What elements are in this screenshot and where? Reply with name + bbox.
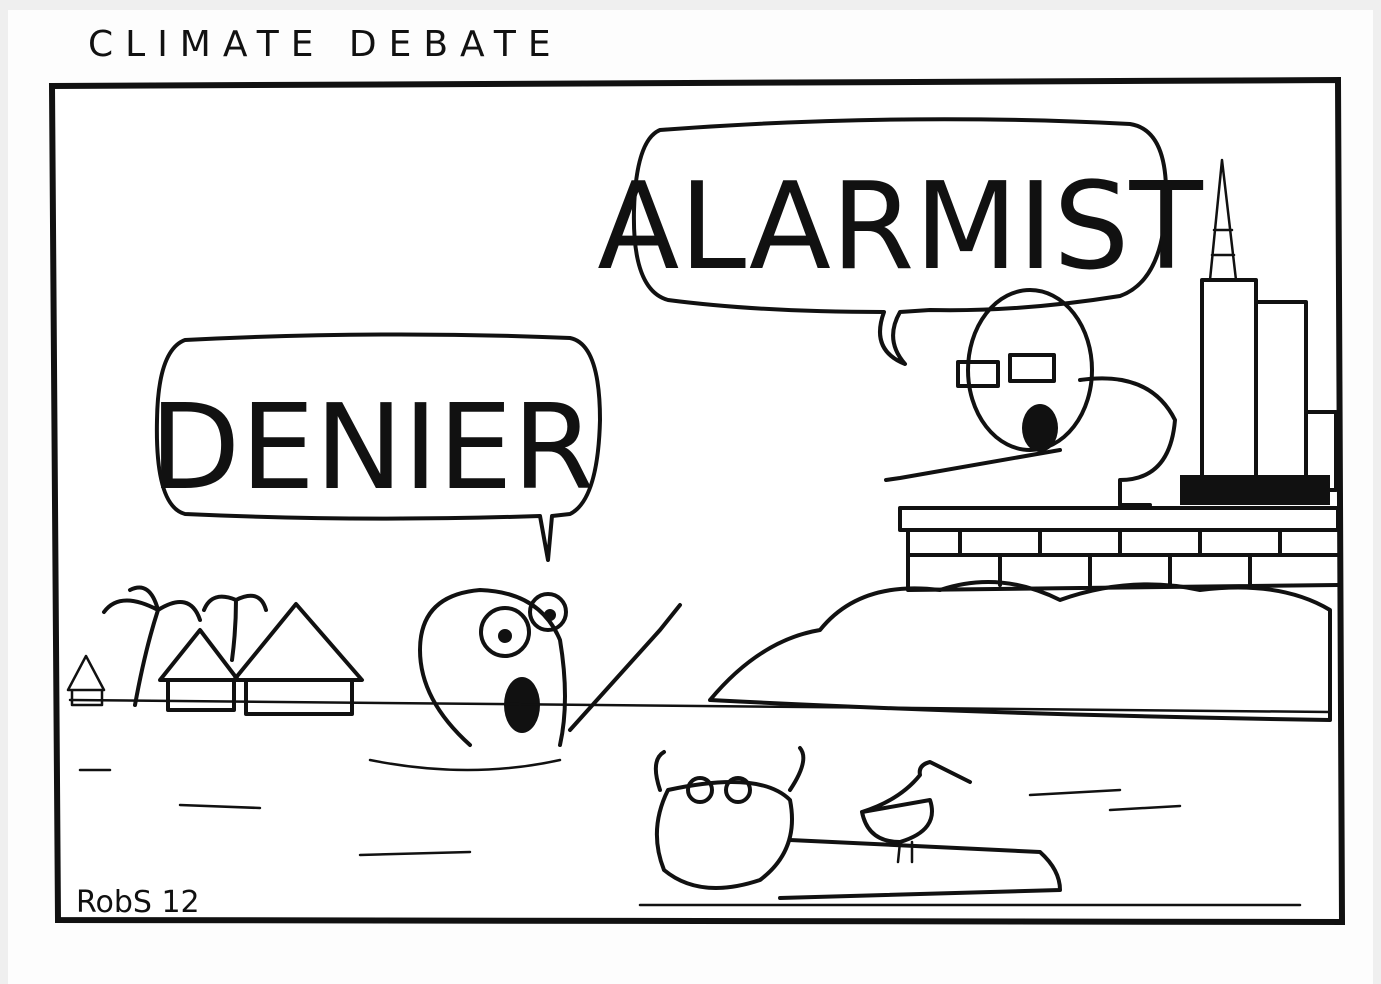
bubble-text: DENIER — [149, 378, 594, 516]
page: CLIMATE DEBATE ALARMIST DENIER — [0, 0, 1381, 984]
bubble-text: ALARMIST — [597, 158, 1203, 297]
cartoon: CLIMATE DEBATE ALARMIST DENIER — [0, 0, 1381, 984]
signature: RobS 12 — [76, 885, 200, 920]
cartoon-title: CLIMATE DEBATE — [88, 24, 563, 65]
